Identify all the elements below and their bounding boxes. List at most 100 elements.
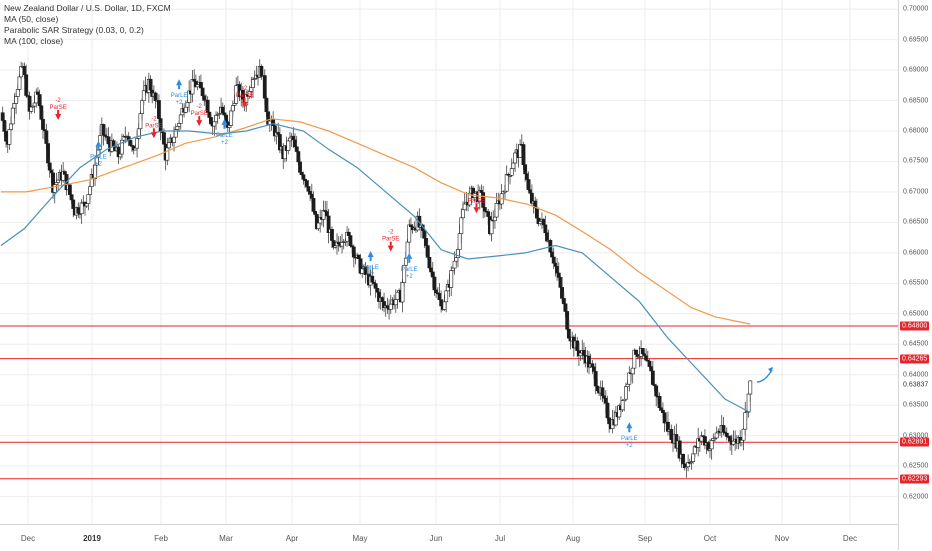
signal-label: ParLE bbox=[621, 436, 638, 442]
candle-body bbox=[62, 171, 67, 175]
candle-body bbox=[452, 260, 457, 269]
candle-body bbox=[49, 169, 54, 174]
candle-body bbox=[46, 143, 50, 164]
candle-body bbox=[640, 348, 645, 355]
candle-body bbox=[650, 370, 655, 385]
candle-body bbox=[47, 162, 52, 171]
price-tick-label: 0.64500 bbox=[903, 340, 929, 348]
legend-sar[interactable]: Parabolic SAR Strategy (0.03, 0, 0.2) bbox=[4, 25, 144, 35]
candle-body bbox=[311, 198, 316, 212]
legend-ma100[interactable]: MA (100, close) bbox=[4, 36, 64, 46]
candle-body bbox=[553, 262, 558, 267]
candle-body bbox=[424, 238, 428, 246]
candle-body bbox=[741, 428, 746, 441]
signal-qty: +2 bbox=[406, 274, 414, 280]
long-entry-arrow bbox=[626, 422, 633, 429]
candle-body bbox=[162, 132, 166, 145]
ma100-line bbox=[1, 118, 751, 325]
candle-body bbox=[229, 110, 234, 126]
candle-body bbox=[442, 301, 447, 310]
candle-body bbox=[230, 105, 235, 112]
time-tick-label: Apr bbox=[285, 534, 299, 543]
short-entry-arrow bbox=[55, 114, 62, 121]
candle-body bbox=[575, 340, 580, 351]
level-price-badge: 0.62891 bbox=[900, 437, 930, 447]
candle-body bbox=[393, 299, 398, 306]
candle-body bbox=[373, 283, 378, 289]
candle-body bbox=[624, 386, 628, 400]
candle-body bbox=[709, 440, 714, 450]
candle-body bbox=[518, 144, 523, 158]
price-tick-label: 0.66500 bbox=[903, 218, 929, 226]
time-tick-label: Oct bbox=[703, 534, 717, 543]
candle-body bbox=[52, 184, 57, 193]
candle-body bbox=[550, 251, 554, 258]
candle-body bbox=[449, 270, 454, 288]
candle-body bbox=[657, 396, 662, 409]
candle-body bbox=[199, 82, 203, 89]
candle-body bbox=[385, 305, 390, 309]
candle-body bbox=[691, 453, 696, 462]
long-entry-arrow-stem bbox=[223, 124, 226, 129]
price-axis[interactable]: 0.70000 0.69500 0.69000 0.68500 0.68000 0.675… bbox=[898, 0, 932, 550]
candle-body bbox=[380, 297, 385, 302]
price-tick-label: 0.62500 bbox=[903, 462, 929, 470]
candle-body bbox=[76, 207, 81, 214]
candle-body bbox=[578, 352, 583, 357]
candle-body bbox=[19, 66, 24, 78]
candle-body bbox=[56, 179, 61, 183]
signal-qty: -2 bbox=[242, 86, 248, 92]
price-chart[interactable]: -2ParSEParLE+2-2ParSEParLE+2-2ParSEParLE… bbox=[0, 0, 898, 524]
signal-qty: +2 bbox=[95, 162, 103, 168]
candle-body bbox=[209, 117, 213, 125]
candle-body bbox=[351, 246, 356, 258]
long-entry-arrow bbox=[221, 118, 228, 125]
signal-qty: +2 bbox=[221, 140, 229, 146]
signal-label: ParSE bbox=[468, 198, 485, 204]
candle-body bbox=[407, 224, 412, 243]
candle-body bbox=[743, 412, 748, 430]
short-entry-arrow-stem bbox=[243, 97, 246, 102]
candle-body bbox=[153, 92, 158, 101]
candle-body bbox=[10, 107, 15, 125]
candle-body bbox=[513, 152, 517, 164]
long-entry-arrow-stem bbox=[628, 428, 631, 433]
time-tick-label: Dec bbox=[20, 534, 36, 543]
candle-body bbox=[403, 257, 408, 266]
candle-body bbox=[259, 66, 264, 77]
candle-body bbox=[79, 202, 84, 215]
forecast-arrow-line bbox=[756, 369, 773, 383]
candle-body bbox=[296, 151, 301, 163]
short-entry-arrow bbox=[241, 101, 248, 108]
candle-body bbox=[439, 299, 444, 307]
long-entry-arrow bbox=[367, 251, 374, 258]
candle-body bbox=[140, 100, 145, 114]
candle-body bbox=[167, 142, 171, 149]
candle-body bbox=[605, 402, 610, 419]
price-tick-label: 0.64000 bbox=[903, 371, 929, 379]
candle-body bbox=[262, 75, 267, 99]
candle-body bbox=[88, 186, 92, 195]
candle-body bbox=[526, 179, 531, 191]
candle-body bbox=[118, 153, 123, 158]
candle-body bbox=[504, 173, 509, 192]
time-tick-label: Sep bbox=[637, 534, 653, 543]
price-tick-label: 0.68500 bbox=[903, 97, 929, 105]
candle-body bbox=[54, 182, 59, 185]
candle-body bbox=[600, 387, 605, 397]
candle-body bbox=[541, 218, 546, 226]
chart-plot-area[interactable]: -2 ParSE ParLE +2 -2 ParSE ParLE +2 -2 ParSE ParLE… bbox=[0, 0, 898, 524]
legend-ma50[interactable]: MA (50, close) bbox=[4, 14, 59, 24]
long-entry-arrow-stem bbox=[408, 258, 411, 263]
candle-body bbox=[644, 355, 649, 361]
candle-body bbox=[607, 417, 612, 425]
candle-body bbox=[172, 136, 176, 143]
candle-body bbox=[511, 162, 516, 169]
price-tick-label: 0.62000 bbox=[903, 493, 929, 501]
short-entry-arrow-stem bbox=[152, 128, 155, 133]
candle-body bbox=[681, 453, 685, 465]
candle-body bbox=[299, 171, 304, 175]
level-price-badge: 0.64265 bbox=[900, 354, 930, 364]
time-axis[interactable]: Dec 2019 Feb Mar Apr May Jun Jul Aug Sep Oct Nov Dec bbox=[0, 524, 898, 551]
candle-body bbox=[630, 367, 635, 375]
